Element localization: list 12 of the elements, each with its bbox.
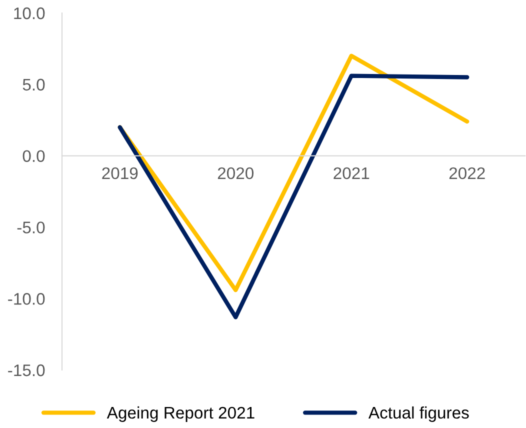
legend-label: Ageing Report 2021 [106,406,254,422]
x-tick-label: 2022 [449,167,485,180]
y-tick-label: -10.0 [8,293,45,305]
x-tick-label: 2020 [218,167,254,180]
y-tick-label: 0.0 [22,150,45,162]
x-tick-label: 2021 [334,167,370,180]
y-tick-label: 10.0 [14,7,45,20]
legend-label: Actual figures [368,406,469,422]
y-tick-label: -5.0 [17,222,45,234]
y-tick-label: 5.0 [22,78,45,91]
y-tick-label: -15.0 [8,364,45,376]
x-tick-label: 2019 [102,167,138,180]
